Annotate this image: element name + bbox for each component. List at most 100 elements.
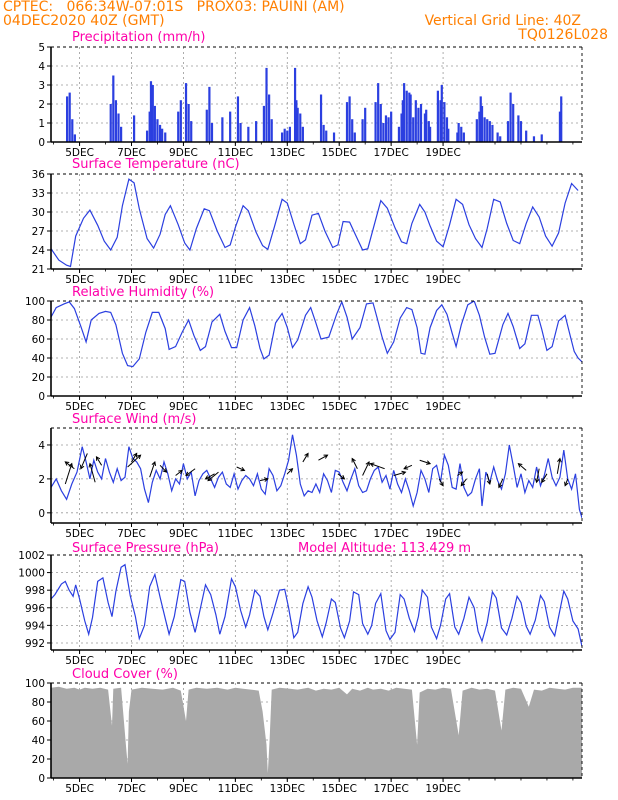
wind-arrow <box>286 467 294 475</box>
precip-ytick-label: 0 <box>38 137 45 149</box>
precip-panel: 0 1 2 3 4 5 5DEC 7DEC 9DEC 11DEC 13DEC 15DEC 17DEC 19… <box>38 30 583 159</box>
pressure-xtick-label: 13DEC <box>270 655 305 667</box>
header-date: 04DEC2020 40Z (GMT) <box>3 13 165 29</box>
temp-xtick-label: 11DEC <box>218 274 253 286</box>
precip-xtick-label: 11DEC <box>218 147 253 159</box>
wind-arrow-head <box>178 469 183 475</box>
precip-bar <box>361 119 364 142</box>
wind-arrow-shaft <box>131 453 138 463</box>
precip-bar <box>190 121 193 142</box>
precip-ytick-label: 1 <box>38 118 45 130</box>
cloud-ytick-label: 40 <box>32 735 45 747</box>
wind-arrow-head <box>458 471 464 476</box>
cloud-xtick-label: 5DEC <box>65 783 94 795</box>
wind-arrow-shaft <box>393 471 406 476</box>
wind-xtick-label: 5DEC <box>65 528 94 540</box>
header-station: CPTEC: 066:34W-07:01S PROX03: PAUINI (AM… <box>3 0 345 15</box>
temp-ytick-label: 24 <box>32 245 46 257</box>
precip-bar <box>299 113 302 142</box>
wind-arrow-head <box>263 477 269 482</box>
wind-arrow <box>457 471 464 476</box>
wind-arrow <box>204 473 215 480</box>
precip-bar <box>483 117 486 142</box>
wind-arrow-head <box>162 468 168 473</box>
precip-bar <box>265 67 268 142</box>
wind-arrow-shaft <box>64 463 73 485</box>
wind-arrow-head <box>351 457 356 463</box>
pressure-xtick-label: 11DEC <box>218 655 253 667</box>
cloud-xtick-label: 19DEC <box>425 783 460 795</box>
wind-arrow <box>438 478 444 487</box>
wind-arrow-head <box>401 470 407 476</box>
precip-bar <box>519 121 523 142</box>
wind-arrow <box>159 464 168 473</box>
precip-ytick-label: 4 <box>38 61 45 73</box>
precip-bar <box>414 100 417 142</box>
cloud-xtick-label: 9DEC <box>169 783 198 795</box>
pressure-xtick-label: 15DEC <box>322 655 357 667</box>
precip-bar <box>153 105 156 142</box>
temp-xtick-label: 9DEC <box>169 274 198 286</box>
precip-xtick-label: 9DEC <box>169 147 198 159</box>
precip-bar <box>491 124 494 142</box>
wind-arrow-shaft <box>337 473 345 480</box>
precip-bar <box>351 119 354 142</box>
precip-plot <box>65 67 563 142</box>
wind-arrow-shaft <box>564 478 569 486</box>
wind-arrow <box>88 462 96 483</box>
wind-arrow-shaft <box>286 468 293 475</box>
rh-panel: 0 20 40 60 80 100 5DEC 7DEC 9DEC 11DEC 13DEC 15DEC 1… <box>25 285 583 413</box>
wind-arrow-shaft <box>89 463 96 483</box>
wind-arrow <box>127 454 142 468</box>
precip-bar <box>499 136 502 142</box>
wind-arrow-head <box>426 460 432 465</box>
precip-bar <box>532 136 536 142</box>
wind-arrow-head <box>88 462 94 468</box>
precip-bar <box>286 130 289 142</box>
cloud-ytick-label: 80 <box>32 697 45 709</box>
wind-arrow-shaft <box>205 473 215 480</box>
precip-bar <box>390 111 393 142</box>
wind-arrow <box>393 470 407 476</box>
precip-bar <box>247 126 250 142</box>
precip-bar <box>164 132 167 142</box>
precip-bar <box>397 126 401 142</box>
wind-arrow <box>318 454 329 461</box>
precip-bar <box>429 126 432 142</box>
rh-ytick-label: 60 <box>32 334 45 346</box>
precip-bar <box>540 134 543 142</box>
pressure-ytick-label: 1002 <box>18 550 45 562</box>
pressure-plot <box>51 563 582 647</box>
precip-bar <box>525 130 528 142</box>
precip-bar <box>558 111 562 142</box>
precip-bar <box>475 119 478 142</box>
precip-bar <box>439 100 442 142</box>
precip-ytick-label: 2 <box>38 99 45 111</box>
precip-bar <box>353 132 356 142</box>
wind-arrow-shaft <box>556 458 561 474</box>
precip-bar <box>443 102 446 142</box>
header-run-id: TQ0126L028 <box>518 27 608 43</box>
rh-xtick-label: 15DEC <box>322 401 357 413</box>
precip-bar <box>512 104 515 142</box>
wind-arrow-head <box>541 478 546 484</box>
wind-arrow-shaft <box>175 470 183 476</box>
precip-bar <box>156 119 159 142</box>
rh-xtick-label: 7DEC <box>117 401 146 413</box>
wind-arrow <box>351 457 358 469</box>
temp-xtick-label: 17DEC <box>373 274 408 286</box>
precip-bar <box>322 124 325 142</box>
wind-arrow <box>185 468 196 477</box>
wind-arrow-head <box>304 452 309 458</box>
cloud-area <box>51 686 582 778</box>
wind-arrow <box>564 478 569 487</box>
wind-arrow-shaft <box>351 458 358 469</box>
wind-arrow-shaft <box>541 473 548 483</box>
wind-arrow-head <box>557 457 562 463</box>
cloud-ytick-label: 60 <box>32 716 45 728</box>
wind-xtick-label: 15DEC <box>322 528 357 540</box>
precip-bar <box>319 94 323 142</box>
temp-ytick-label: 36 <box>32 169 46 181</box>
precip-bar <box>440 85 443 142</box>
